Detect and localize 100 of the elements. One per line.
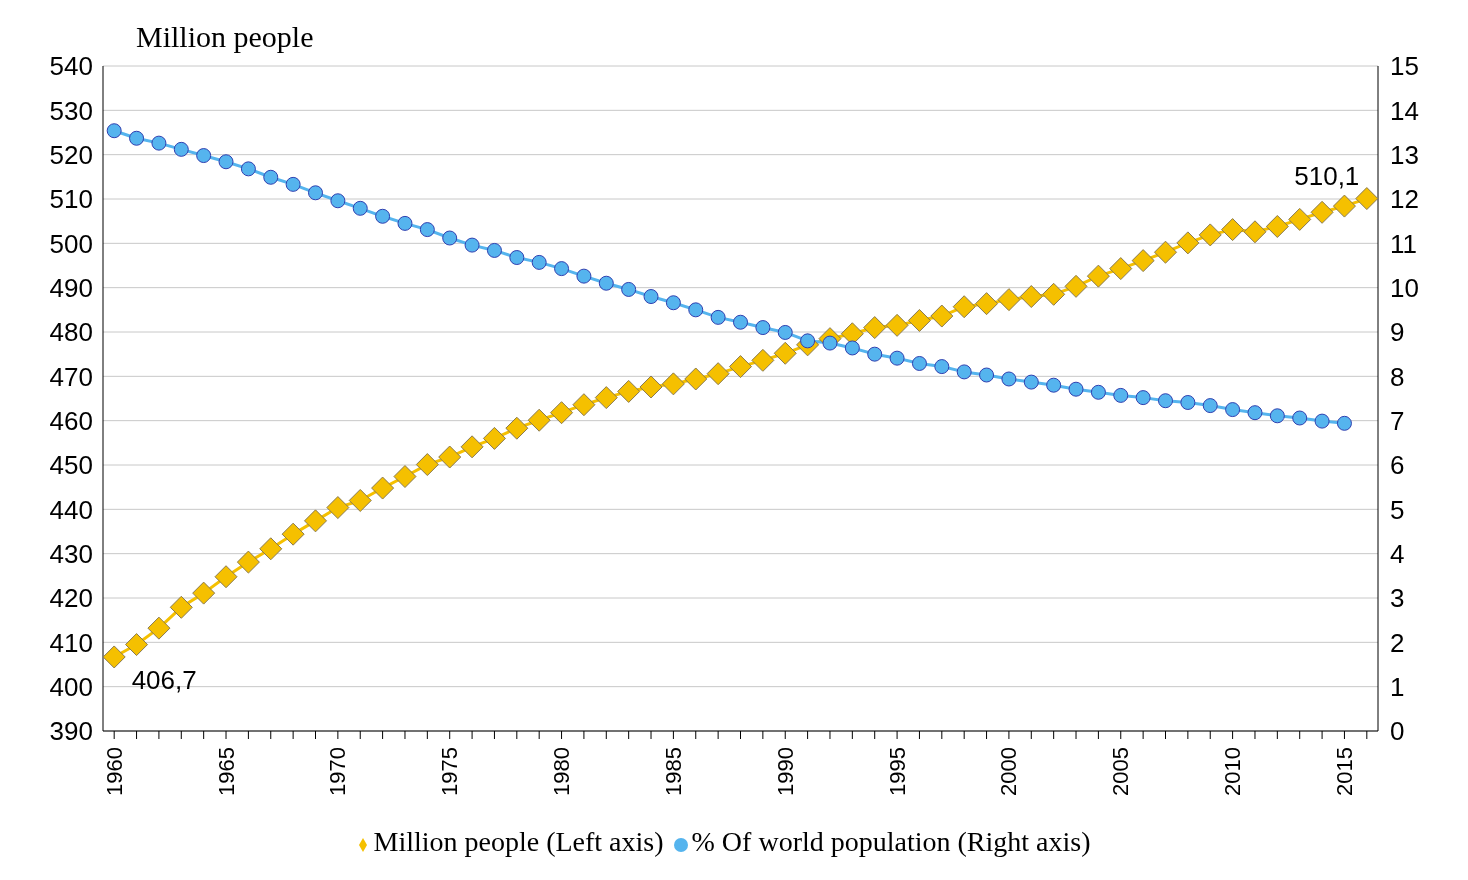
y2-tick-label: 9 [1390, 317, 1405, 348]
y-tick-label: 410 [49, 627, 93, 658]
y2-tick-label: 4 [1390, 538, 1405, 569]
point [486, 242, 502, 258]
point [975, 292, 999, 316]
point [375, 208, 391, 224]
point [304, 509, 327, 533]
point [885, 313, 909, 337]
y2-tick-label: 5 [1390, 494, 1405, 525]
y-tick-label: 430 [49, 538, 93, 569]
point [397, 215, 413, 231]
point [979, 367, 995, 383]
point [147, 616, 171, 640]
point [956, 364, 972, 380]
point [1042, 282, 1066, 306]
point [1023, 374, 1039, 390]
y-tick-label: 500 [49, 228, 93, 259]
point [1180, 394, 1196, 410]
point [688, 302, 704, 318]
x-tick-label: 2010 [1220, 747, 1246, 796]
point [755, 320, 771, 336]
point [930, 304, 954, 328]
y2-tick-label: 0 [1390, 716, 1405, 747]
point [106, 123, 122, 139]
y2-tick-label: 3 [1390, 583, 1405, 614]
y2-tick-label: 7 [1390, 405, 1405, 436]
point [308, 185, 323, 201]
x-tick-label: 1965 [213, 747, 239, 796]
y-tick-label: 450 [49, 450, 93, 481]
point [1247, 405, 1263, 421]
point [1046, 377, 1062, 393]
point [907, 308, 931, 332]
point [1158, 393, 1173, 409]
x-tick-label: 1990 [772, 747, 798, 796]
point [1269, 408, 1285, 424]
point [419, 222, 435, 238]
point [415, 453, 439, 477]
y2-tick-label: 8 [1390, 361, 1405, 392]
y2-tick-label: 15 [1390, 51, 1419, 82]
point [572, 393, 596, 417]
point [1109, 257, 1133, 281]
point [1001, 371, 1017, 387]
point [505, 416, 529, 440]
y-tick-label: 540 [49, 51, 93, 82]
point [889, 350, 905, 366]
point [460, 435, 484, 459]
y-tick-label: 530 [49, 95, 93, 126]
annotation: 406,7 [131, 665, 197, 696]
y-tick-label: 460 [49, 405, 93, 436]
point [710, 309, 726, 325]
x-tick-label: 2000 [996, 747, 1022, 796]
point [192, 581, 216, 605]
point [1019, 285, 1043, 309]
point [103, 645, 126, 669]
point [777, 324, 793, 340]
point [617, 379, 641, 403]
x-tick-label: 1975 [437, 747, 463, 796]
point [531, 254, 547, 270]
point [1292, 410, 1308, 426]
point [729, 355, 752, 379]
y-tick-label: 510 [49, 184, 93, 215]
x-tick-label: 1980 [549, 747, 575, 796]
point [125, 633, 149, 657]
point [1221, 218, 1245, 242]
point [285, 176, 301, 192]
point [482, 426, 506, 450]
y-tick-label: 480 [49, 317, 93, 348]
point [1154, 240, 1177, 264]
point [464, 237, 480, 253]
point [1064, 274, 1088, 298]
point [169, 595, 193, 619]
point [844, 340, 860, 356]
point [214, 565, 238, 589]
point [438, 445, 462, 469]
point [1068, 381, 1084, 397]
y2-tick-label: 11 [1390, 228, 1417, 259]
y2-tick-label: 13 [1390, 139, 1419, 170]
point [1310, 200, 1334, 224]
point [263, 169, 279, 185]
point [151, 135, 167, 151]
legend-label: Million people (Left axis) [373, 826, 664, 857]
point [1288, 207, 1312, 231]
point [348, 488, 372, 512]
point [371, 476, 395, 500]
point [1176, 231, 1200, 255]
point [1198, 223, 1222, 247]
point [773, 341, 797, 365]
point [196, 148, 212, 164]
point [393, 465, 417, 489]
point [1202, 398, 1218, 414]
point [259, 537, 283, 561]
y2-tick-label: 2 [1390, 627, 1405, 658]
point [684, 367, 708, 391]
point [863, 316, 887, 340]
point [643, 289, 659, 305]
point [733, 314, 748, 330]
point [330, 193, 346, 209]
point [442, 230, 458, 246]
point [598, 275, 614, 291]
x-tick-label: 2015 [1331, 747, 1357, 796]
